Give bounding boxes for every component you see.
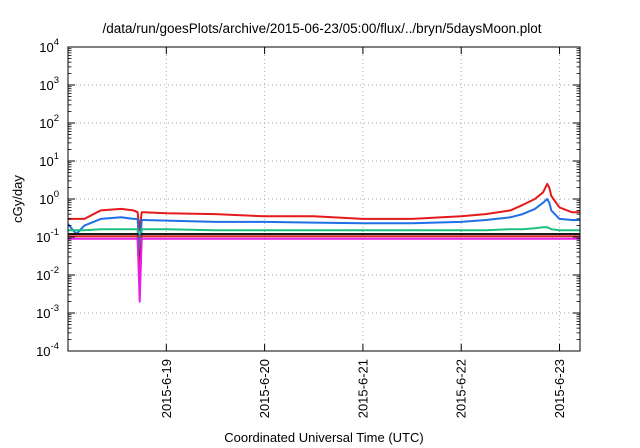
series-line	[68, 226, 580, 265]
series-line	[68, 237, 580, 303]
y-tick-exponent: 0	[54, 189, 59, 200]
y-tick-exponent: -4	[51, 341, 59, 352]
x-tick-label: 2015-6-22	[454, 359, 469, 418]
x-axis-label: Coordinated Universal Time (UTC)	[224, 430, 423, 445]
x-tick-label: 2015-6-19	[159, 359, 174, 418]
series-group	[67, 182, 580, 303]
x-tick-label: 2015-6-23	[552, 359, 567, 418]
y-axis-label: cGy/day	[10, 175, 25, 223]
series-line	[68, 235, 580, 285]
y-tick-exponent: -1	[51, 227, 59, 238]
y-tick-exponent: 1	[54, 151, 59, 162]
x-tick-label: 2015-6-21	[355, 359, 370, 418]
series-line	[68, 182, 580, 232]
y-tick-exponent: 4	[54, 37, 59, 48]
x-tick-label: 2015-6-20	[257, 359, 272, 418]
y-tick-exponent: 2	[54, 113, 59, 124]
series-line	[67, 198, 580, 254]
y-tick-exponent: -3	[51, 303, 59, 314]
y-tick-exponent: -2	[51, 265, 59, 276]
y-tick-exponent: 3	[54, 75, 59, 86]
series-line	[68, 233, 580, 273]
chart-title: /data/run/goesPlots/archive/2015-06-23/0…	[102, 21, 541, 36]
